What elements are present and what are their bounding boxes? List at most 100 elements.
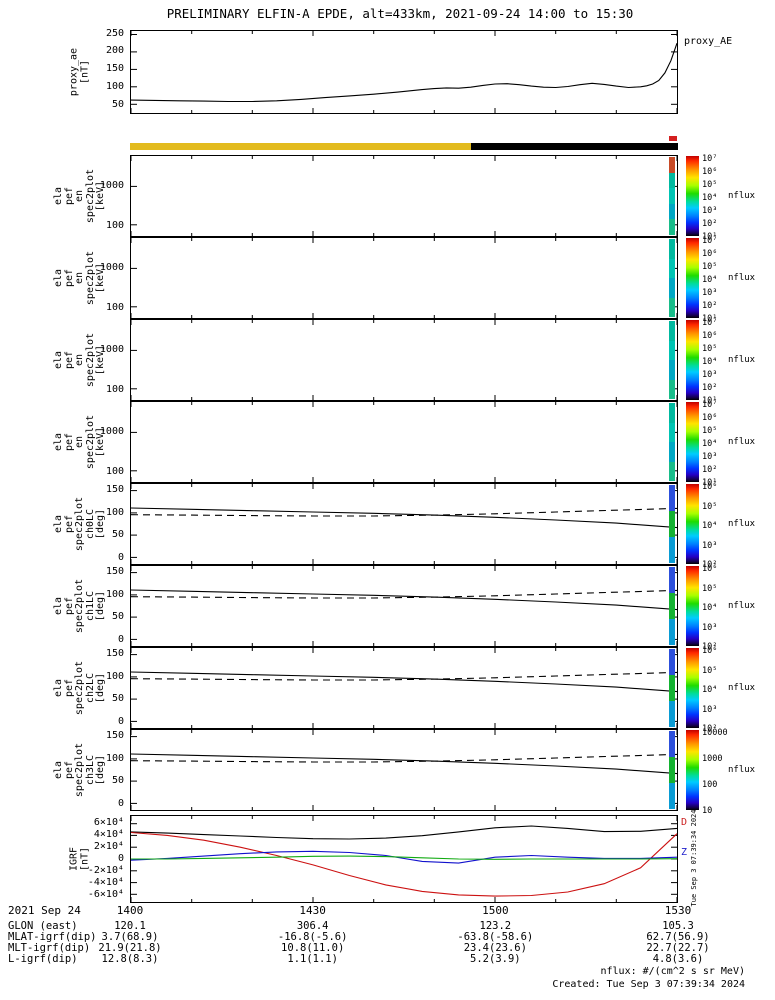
colorbar-tick: 10² [702,724,718,734]
en-spec-4-panel [130,401,678,483]
colorbar-tick: 10⁵ [702,262,718,272]
footer-value: 23.4(23.6) [463,942,527,954]
footer-row-label: MLT-igrf(dip) [8,942,91,954]
footer-value: -63.8(-58.6) [457,931,534,943]
panel-ylabel: ela pef en spec2plot [keV] [52,168,106,224]
ch1lc-plot-area [131,566,677,646]
footer-value: 22.7(22.7) [646,942,710,954]
y-tick-label: 100 [105,219,124,231]
strip-segment [669,188,675,204]
y-tick-label: 100 [105,81,124,93]
strip-segment [669,619,675,645]
ch2lc-panel [130,647,678,729]
strip-segment [669,731,675,757]
strip-segment [669,403,675,423]
en-spec-1-plot-area [131,156,677,236]
strip-segment [669,593,675,619]
colorbar-tick: 10³ [702,540,718,551]
colorbar-tick: 10¹ [702,478,718,488]
colorbar-tick: 10⁶ [702,167,718,177]
panel-ylabel: ela pef spec2plot ch2LC [deg] [52,660,106,716]
footer-value: 5.2(3.9) [470,953,521,965]
strip-segment [669,511,675,537]
panel-ylabel: ela pef en spec2plot [keV] [52,332,106,388]
footer-value: 4.8(3.6) [652,953,704,965]
colorbar-tick: 10⁷ [702,318,718,328]
strip-segment [669,757,675,783]
colorbar [686,484,699,564]
strip-segment [669,258,675,278]
colorbar-tick: 10⁵ [702,426,718,436]
loss-cone-solid-line [131,753,677,775]
ch1lc-panel [130,565,678,647]
panel-ylabel: IGRF [nT] [68,846,91,872]
colorbar-tick: 10⁴ [702,357,718,367]
en-spec-1-panel [130,155,678,237]
footer-value: 105.3 [662,920,694,932]
x-tick-label: 1530 [664,904,692,917]
footer-value: 3.7(68.9) [101,931,159,943]
mode-bar-segment [130,143,471,150]
strip-segment [669,157,675,173]
colorbar-tick: 10⁵ [702,583,718,594]
y-tick-label: 50 [111,775,124,787]
colorbar-tick: 10 [702,806,713,816]
colorbar-tick: 10² [702,383,718,393]
spectrogram-data-strip [669,239,675,317]
strip-segment [669,461,675,481]
en-spec-3-panel [130,319,678,401]
loss-cone-dashed-line [131,589,677,599]
y-tick-label: 100 [105,752,124,764]
spectrogram-data-strip [669,731,675,809]
strip-segment [669,321,675,341]
spectrogram-data-strip [669,157,675,235]
colorbar-tick: 10⁵ [702,501,718,512]
plot-title: PRELIMINARY ELFIN-A EPDE, alt=433km, 202… [166,6,634,21]
colorbar-tick: 10¹ [702,396,718,406]
colorbar-title: nflux [728,191,756,201]
strip-segment [669,567,675,593]
y-tick-label: 150 [105,483,124,495]
series-label: Z [681,846,688,858]
proxy-ae-panel [130,30,678,114]
ch3lc-panel [130,729,678,811]
ch3lc-plot-area [131,730,677,810]
proxy-ae-plot-area [131,31,677,113]
strip-segment [669,379,675,399]
colorbar [686,320,699,400]
spectrogram-data-strip [669,485,675,563]
colorbar-tick: 10⁵ [702,180,718,190]
y-tick-label: 1000 [99,426,124,438]
strip-segment [669,701,675,727]
strip-segment [669,442,675,462]
series-label: D [681,817,688,829]
y-tick-label: 1000 [99,262,124,274]
footer-row-label: MLAT-igrf(dip) [8,931,97,943]
y-tick-label: 150 [105,647,124,659]
colorbar [686,402,699,482]
y-tick-label: 4×10⁴ [93,828,124,840]
igrf-red-D-line [131,831,677,897]
colorbar-tick: 10⁷ [702,400,718,410]
en-spec-3-plot-area [131,320,677,400]
loss-cone-dashed-line [131,753,677,763]
colorbar-tick: 10⁶ [702,249,718,259]
colorbar-tick: 10³ [702,452,718,462]
footer-notes: nflux: #/(cm^2 s sr MeV) Created: Tue Se… [552,966,745,991]
colorbar-title: nflux [728,601,756,611]
y-tick-label: 0 [117,853,124,864]
colorbar-tick: 10⁶ [702,331,718,341]
colorbar-tick: 10⁶ [702,482,718,492]
strip-segment [669,485,675,511]
y-tick-label: 0 [117,716,124,728]
colorbar-tick: 10³ [702,288,718,298]
colorbar-tick: 10⁷ [702,236,718,246]
ch2lc-plot-area [131,648,677,728]
y-tick-label: 150 [105,729,124,741]
y-tick-label: 6×10⁴ [93,816,124,828]
strip-segment [669,783,675,809]
igrf-panel [130,815,678,903]
colorbar [686,238,699,318]
colorbar-tick: 10³ [702,622,718,633]
mode-marker [669,136,677,141]
